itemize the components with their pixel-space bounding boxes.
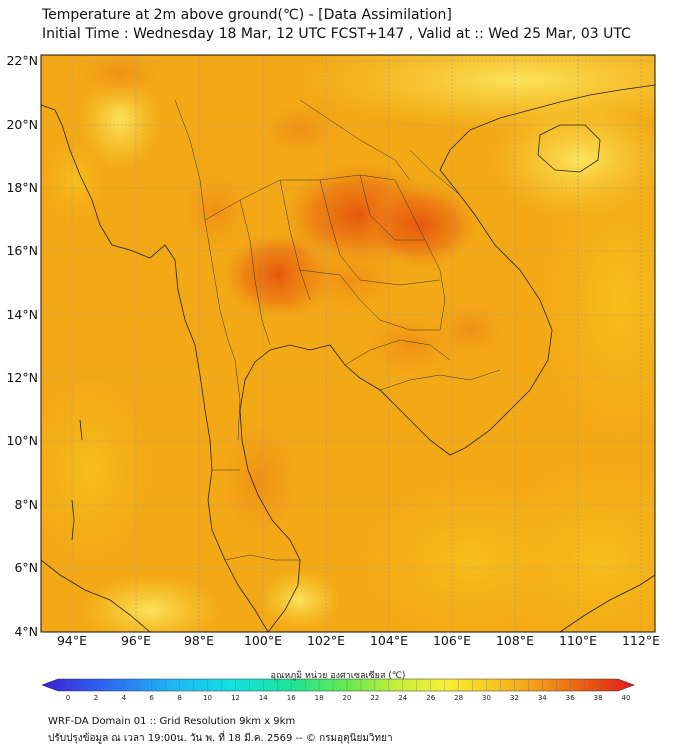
- colorbar-tick-label: 24: [398, 694, 407, 702]
- colorbar-tick-label: 8: [177, 694, 181, 702]
- lat-label: 10°N: [6, 433, 38, 448]
- lat-label: 4°N: [14, 624, 38, 639]
- lon-label: 108°E: [496, 633, 534, 648]
- colorbar-tick-label: 14: [259, 694, 268, 702]
- lon-label: 94°E: [57, 633, 87, 648]
- coastlines: [41, 84, 655, 632]
- footer-update-info: ปรับปรุงข้อมูล ณ เวลา 19:00น. วัน พ. ที่…: [48, 733, 393, 744]
- map-subtitle: Initial Time : Wednesday 18 Mar, 12 UTC …: [42, 26, 631, 42]
- colorbar-tick-label: 2: [94, 694, 98, 702]
- colorbar-tick-label: 22: [370, 694, 379, 702]
- colorbar-tick-label: 26: [426, 694, 435, 702]
- graticule: [41, 55, 655, 632]
- lat-label: 18°N: [6, 180, 38, 195]
- lat-label: 6°N: [14, 560, 38, 575]
- lon-label: 100°E: [244, 633, 282, 648]
- colorbar-tick-label: 40: [622, 694, 631, 702]
- lat-label: 14°N: [6, 307, 38, 322]
- colorbar-tick-label: 38: [594, 694, 603, 702]
- lon-label: 96°E: [121, 633, 151, 648]
- lat-label: 16°N: [6, 243, 38, 258]
- colorbar-tick-label: 10: [203, 694, 212, 702]
- lon-label: 110°E: [559, 633, 597, 648]
- lon-label: 104°E: [370, 633, 408, 648]
- colorbar-ramp: [41, 678, 635, 692]
- temperature-field: [41, 55, 655, 632]
- lat-label: 8°N: [14, 497, 38, 512]
- colorbar-tick-label: 4: [122, 694, 127, 702]
- lon-label: 98°E: [184, 633, 214, 648]
- colorbar-tick-label: 28: [454, 694, 463, 702]
- lat-label: 22°N: [6, 53, 38, 68]
- colorbar-title: อุณหภูมิ หน่วย องศาเซลเซียส (℃): [270, 671, 406, 681]
- map-title: Temperature at 2m above ground(℃) - [Dat…: [42, 7, 452, 23]
- admin-borders: [174, 99, 501, 561]
- colorbar-ticks: 0 2 4 6 8 10 12 14 16 18 20 22 24 26 28 30 32 34 36 38 40: [66, 679, 631, 702]
- footer-model-info: WRF-DA Domain 01 :: Grid Resolution 9km …: [48, 716, 296, 727]
- colorbar-tick-label: 36: [566, 694, 575, 702]
- lon-axis: 94°E 96°E 98°E 100°E 102°E 104°E 106°E 1…: [57, 633, 660, 648]
- colorbar-tick-label: 6: [149, 694, 154, 702]
- colorbar-tick-label: 0: [66, 694, 70, 702]
- lat-label: 12°N: [6, 370, 38, 385]
- colorbar-tick-label: 16: [287, 694, 296, 702]
- colorbar: 0 2 4 6 8 10 12 14 16 18 20 22 24 26 28 30 32 34 36 38 40: [41, 678, 635, 702]
- lat-axis: 22°N 20°N 18°N 16°N 14°N 12°N 10°N 8°N 6…: [6, 53, 38, 639]
- colorbar-tick-label: 20: [343, 694, 352, 702]
- lat-label: 20°N: [6, 117, 38, 132]
- colorbar-tick-label: 30: [482, 694, 491, 702]
- map-frame: [40, 54, 656, 633]
- colorbar-tick-label: 32: [510, 694, 519, 702]
- lon-label: 112°E: [622, 633, 660, 648]
- lon-label: 102°E: [307, 633, 345, 648]
- colorbar-tick-label: 18: [315, 694, 324, 702]
- lon-label: 106°E: [433, 633, 471, 648]
- colorbar-tick-label: 12: [231, 694, 240, 702]
- colorbar-tick-label: 34: [538, 694, 547, 702]
